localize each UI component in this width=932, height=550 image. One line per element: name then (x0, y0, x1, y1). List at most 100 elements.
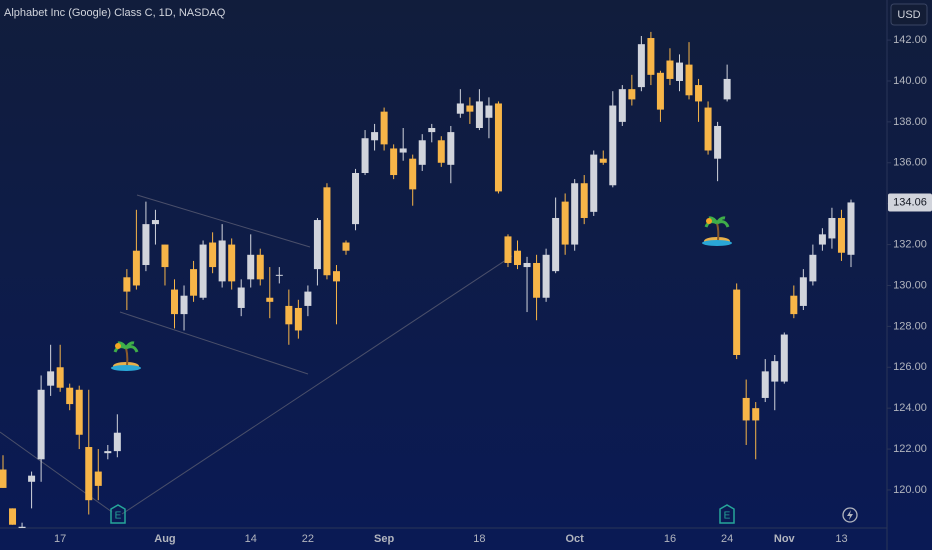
earnings-label[interactable]: E (115, 511, 122, 522)
candle-body (37, 389, 45, 460)
last-price-label: 134.06 (893, 196, 927, 208)
candle-body (75, 389, 83, 435)
candle-body (771, 361, 779, 382)
x-tick-label: 24 (721, 533, 733, 545)
earnings-marker[interactable]: E (719, 504, 735, 524)
candle-body (637, 44, 645, 88)
candle-body (723, 78, 731, 100)
candle-body (371, 132, 379, 141)
candle-body (180, 295, 188, 315)
candle-body (247, 254, 255, 280)
candle-body (714, 125, 722, 159)
candle-body (323, 187, 331, 276)
candle-body (580, 183, 588, 218)
candle-body (361, 138, 369, 174)
candle-body (437, 140, 445, 163)
y-tick-label: 126.00 (893, 361, 927, 373)
candle-body (533, 262, 541, 298)
candle-body (447, 132, 455, 165)
y-tick-label: 142.00 (893, 34, 927, 46)
candle-body (571, 183, 579, 245)
candle-body (656, 72, 664, 110)
y-tick-label: 136.00 (893, 157, 927, 169)
y-tick-label: 124.00 (893, 402, 927, 414)
candle-body (228, 244, 236, 282)
candle-body (837, 217, 845, 253)
candle-body (742, 397, 750, 421)
candle-body (799, 277, 807, 306)
candle-body (609, 105, 617, 186)
candle-body (94, 471, 102, 486)
dividend-icon (111, 341, 141, 371)
candle-body (390, 148, 398, 176)
candle-body (380, 111, 388, 145)
currency-button[interactable] (890, 3, 928, 26)
candle-body (9, 508, 17, 525)
candle-body (47, 371, 55, 386)
candle-body (313, 220, 321, 270)
candle-body (428, 128, 436, 133)
y-tick-label: 130.00 (893, 279, 927, 291)
candle-body (809, 254, 817, 282)
trend-line (119, 311, 309, 375)
candle-body (142, 224, 150, 266)
candle-body (18, 526, 26, 528)
candle-body (171, 289, 179, 315)
candle-body (332, 271, 340, 282)
candle-body (56, 367, 64, 388)
trend-line (136, 194, 311, 248)
candle-body (485, 105, 493, 118)
candle-body (66, 387, 74, 405)
candle-body (151, 220, 159, 225)
y-tick-label: 128.00 (893, 320, 927, 332)
candle-body (266, 297, 274, 302)
candle-body (761, 371, 769, 398)
candle-body (409, 158, 417, 190)
chart-title: Alphabet Inc (Google) Class C, 1D, NASDA… (4, 7, 226, 19)
earnings-badge[interactable] (719, 504, 735, 524)
candle-body (552, 217, 560, 272)
x-tick-label: 17 (54, 533, 66, 545)
candle-body (675, 62, 683, 81)
candle-body (752, 408, 760, 421)
x-tick-label: Nov (774, 533, 796, 545)
x-tick-label: 22 (302, 533, 314, 545)
earnings-label[interactable]: E (724, 511, 731, 522)
candle-body (0, 469, 7, 488)
candle-body (599, 158, 607, 163)
candles (0, 31, 855, 528)
earnings-badge[interactable] (110, 504, 126, 524)
x-tick-label: 14 (245, 533, 257, 545)
candle-body (561, 201, 569, 245)
candle-body (733, 289, 741, 355)
candle-body (847, 202, 855, 255)
candle-body (304, 291, 312, 306)
candle-body (685, 64, 693, 96)
candle-body (818, 234, 826, 245)
candle-body (590, 154, 598, 212)
candle-body (399, 148, 407, 153)
currency-label[interactable]: USD (897, 9, 920, 21)
x-tick-label: Aug (154, 533, 175, 545)
x-tick-label: 13 (835, 533, 847, 545)
y-tick-label: 120.00 (893, 484, 927, 496)
candle-body (256, 254, 264, 280)
candle-body (199, 244, 207, 298)
candle-body (418, 140, 426, 165)
candle-body (704, 107, 712, 151)
candle-body (666, 60, 674, 79)
last-price-tag (888, 193, 932, 212)
candle-body (190, 269, 198, 296)
candle-body (475, 101, 483, 129)
event-icon[interactable] (842, 507, 858, 523)
candle-body (628, 89, 636, 100)
candle-body (285, 305, 293, 325)
candle-body (123, 277, 131, 292)
x-tick-label: 18 (473, 533, 485, 545)
candle-body (352, 173, 360, 225)
earnings-marker[interactable]: E (110, 504, 126, 524)
candle-body (466, 105, 474, 112)
candle-body (456, 103, 464, 114)
